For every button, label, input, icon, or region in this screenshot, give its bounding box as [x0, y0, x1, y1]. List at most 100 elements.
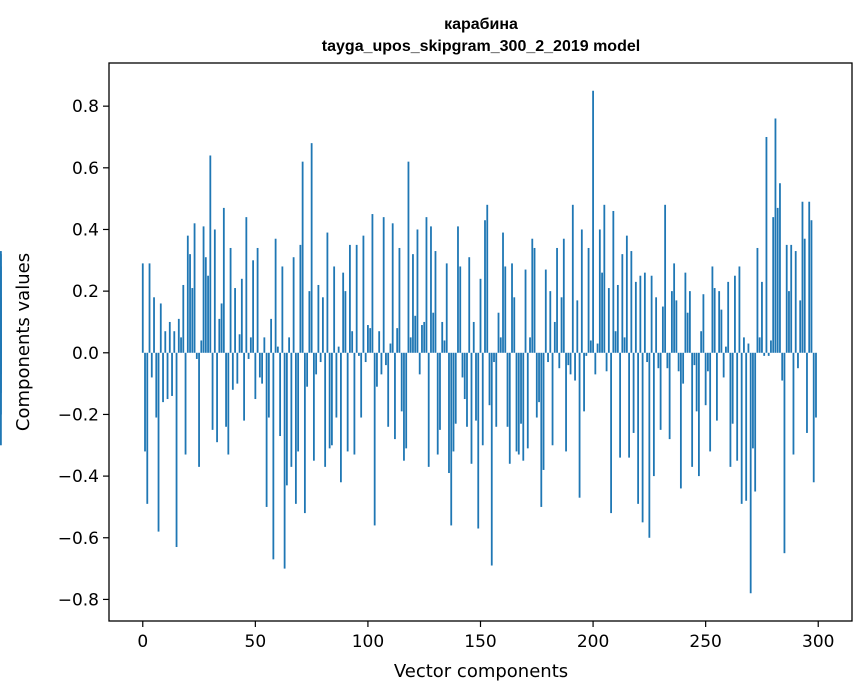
bar: [317, 284, 320, 353]
bar: [213, 229, 216, 353]
bar: [571, 204, 574, 353]
bar: [758, 337, 761, 353]
bar: [385, 352, 387, 366]
bar: [234, 288, 236, 353]
bar: [655, 297, 658, 353]
bar: [164, 331, 167, 353]
bar: [439, 352, 441, 430]
bar: [731, 352, 734, 424]
bar: [238, 334, 241, 353]
y-tick-label: −0.8: [58, 590, 99, 610]
bar: [448, 352, 450, 474]
bar: [308, 291, 311, 353]
bar: [335, 352, 338, 418]
bar: [162, 352, 164, 403]
x-tick-label: 0: [137, 632, 148, 652]
bar: [698, 352, 700, 477]
bar: [0, 352, 2, 393]
bar: [716, 352, 718, 421]
bar: [668, 352, 671, 440]
bar: [328, 352, 331, 449]
bar: [729, 352, 732, 467]
x-tick-label: 300: [802, 632, 834, 652]
bar: [209, 155, 212, 353]
bar: [218, 318, 221, 353]
bar: [0, 254, 2, 353]
bar: [686, 312, 689, 353]
bar: [312, 352, 315, 461]
bar: [349, 244, 351, 353]
bar: [376, 352, 378, 387]
x-axis-label: Vector components: [394, 661, 568, 682]
bar: [288, 337, 291, 353]
bar: [810, 220, 813, 353]
bar: [612, 210, 615, 353]
y-tick-label: −0.6: [58, 529, 99, 549]
bar: [173, 331, 176, 353]
y-tick-label: 0.4: [72, 220, 99, 240]
bar: [425, 217, 428, 353]
bar: [788, 291, 790, 353]
bar: [522, 352, 525, 461]
bar: [797, 352, 799, 369]
bar: [416, 229, 419, 353]
bar: [560, 297, 563, 353]
bar: [285, 352, 288, 486]
bar: [794, 251, 797, 353]
bar: [556, 247, 558, 353]
bar: [468, 257, 471, 353]
bar: [403, 352, 405, 461]
bar: [596, 343, 599, 353]
bar: [792, 352, 795, 455]
bar: [315, 352, 318, 375]
bar: [378, 331, 381, 353]
bar: [711, 266, 714, 353]
bar: [623, 337, 626, 353]
bar: [231, 352, 234, 390]
y-tick-label: −0.2: [58, 405, 99, 425]
bar: [144, 352, 146, 452]
bar: [290, 352, 293, 467]
y-tick-label: 0.2: [72, 282, 99, 302]
bar: [182, 284, 185, 353]
bar: [763, 352, 766, 356]
bar: [454, 352, 457, 424]
bar: [553, 321, 556, 353]
bar: [621, 254, 624, 353]
bar: [342, 272, 345, 353]
bar: [175, 352, 178, 548]
bar: [565, 352, 567, 452]
x-tick-label: 200: [577, 632, 609, 652]
bar: [333, 266, 336, 353]
bar: [373, 352, 376, 526]
bar: [261, 352, 263, 384]
y-axis-ticks: −0.8 −0.6 −0.4 −0.2 0.0 0.2 0.4 0.6 0.8: [58, 97, 109, 610]
bar: [722, 352, 725, 378]
y-tick-label: 0.8: [72, 97, 99, 117]
bar: [605, 352, 608, 372]
bar: [263, 337, 266, 353]
bar: [362, 235, 365, 353]
x-axis-ticks: 0 50 100 150 200 250 300: [137, 621, 834, 652]
bar: [198, 352, 200, 467]
bar: [727, 281, 730, 353]
x-tick-label: 150: [464, 632, 496, 652]
bar: [761, 281, 763, 353]
bar: [578, 352, 581, 498]
bar: [488, 352, 491, 406]
bar: [141, 263, 144, 353]
bar: [774, 118, 777, 353]
bar: [180, 337, 182, 353]
bar: [628, 352, 630, 458]
bar: [799, 300, 802, 353]
bar: [294, 352, 297, 504]
bar: [240, 278, 243, 353]
bar: [225, 352, 227, 427]
bar: [245, 217, 248, 353]
bar: [236, 352, 239, 384]
bar: [441, 321, 444, 353]
bar: [747, 343, 750, 353]
bar: [598, 229, 601, 353]
bar: [493, 352, 495, 363]
bar: [752, 352, 754, 449]
